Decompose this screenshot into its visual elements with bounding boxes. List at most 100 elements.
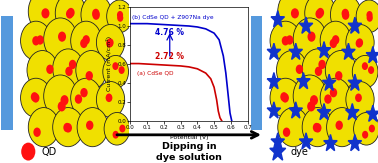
- Circle shape: [96, 82, 125, 117]
- Circle shape: [317, 8, 324, 17]
- Circle shape: [362, 131, 368, 139]
- Circle shape: [44, 18, 77, 60]
- Polygon shape: [317, 104, 331, 120]
- Circle shape: [86, 121, 93, 130]
- Circle shape: [270, 21, 301, 60]
- Circle shape: [104, 112, 130, 145]
- Circle shape: [75, 94, 82, 104]
- Circle shape: [315, 67, 322, 76]
- Circle shape: [44, 75, 77, 117]
- Text: dye: dye: [291, 147, 308, 157]
- Circle shape: [355, 94, 362, 102]
- Circle shape: [71, 78, 102, 117]
- Bar: [251, 16, 262, 130]
- Circle shape: [330, 39, 337, 48]
- Circle shape: [342, 10, 349, 20]
- Polygon shape: [299, 133, 313, 149]
- Polygon shape: [348, 17, 362, 33]
- Circle shape: [106, 39, 113, 48]
- Circle shape: [330, 88, 337, 97]
- Circle shape: [302, 49, 333, 88]
- Polygon shape: [345, 104, 359, 120]
- Circle shape: [60, 95, 68, 105]
- Circle shape: [112, 62, 119, 70]
- Circle shape: [362, 62, 368, 70]
- Circle shape: [314, 123, 322, 133]
- Circle shape: [320, 21, 351, 60]
- Circle shape: [113, 131, 119, 139]
- Circle shape: [336, 121, 343, 130]
- Circle shape: [96, 24, 125, 60]
- Circle shape: [55, 0, 86, 33]
- Circle shape: [296, 65, 303, 74]
- Circle shape: [276, 51, 307, 90]
- Circle shape: [65, 67, 73, 76]
- Circle shape: [76, 51, 107, 90]
- Circle shape: [27, 51, 58, 90]
- Circle shape: [346, 24, 374, 60]
- Text: 2.72 %: 2.72 %: [155, 52, 184, 61]
- Circle shape: [85, 71, 93, 81]
- Polygon shape: [289, 102, 302, 118]
- Circle shape: [36, 35, 44, 45]
- Circle shape: [77, 108, 108, 147]
- Circle shape: [270, 78, 301, 117]
- Polygon shape: [366, 105, 378, 121]
- Circle shape: [352, 55, 378, 88]
- Polygon shape: [348, 74, 362, 90]
- Circle shape: [332, 35, 339, 44]
- Circle shape: [117, 14, 123, 22]
- Circle shape: [282, 93, 289, 103]
- Y-axis label: Current (mA/cm²): Current (mA/cm²): [106, 36, 112, 91]
- Circle shape: [302, 108, 333, 147]
- Circle shape: [28, 108, 59, 147]
- Circle shape: [32, 93, 39, 103]
- Circle shape: [313, 123, 320, 132]
- Circle shape: [316, 9, 323, 19]
- Polygon shape: [267, 43, 280, 59]
- Circle shape: [82, 35, 90, 44]
- Circle shape: [307, 32, 316, 42]
- Circle shape: [21, 143, 36, 161]
- Circle shape: [356, 0, 378, 33]
- Circle shape: [282, 36, 289, 45]
- Circle shape: [278, 108, 308, 147]
- Circle shape: [32, 36, 40, 45]
- Polygon shape: [299, 17, 313, 33]
- Bar: [1, 16, 13, 130]
- Circle shape: [31, 92, 38, 102]
- Circle shape: [64, 123, 71, 132]
- Polygon shape: [366, 46, 378, 63]
- Circle shape: [368, 66, 374, 74]
- Circle shape: [330, 0, 361, 34]
- Circle shape: [346, 82, 374, 117]
- Polygon shape: [289, 43, 302, 59]
- Polygon shape: [267, 73, 280, 89]
- Circle shape: [117, 11, 123, 19]
- Circle shape: [58, 101, 66, 111]
- Polygon shape: [342, 43, 355, 59]
- X-axis label: Potential (V): Potential (V): [170, 135, 208, 140]
- Circle shape: [28, 0, 62, 33]
- Text: (a) CdSe QD: (a) CdSe QD: [137, 71, 174, 76]
- Circle shape: [367, 14, 373, 22]
- Circle shape: [283, 127, 290, 137]
- Text: (b) CdSe QD + Z907Na dye: (b) CdSe QD + Z907Na dye: [132, 15, 214, 20]
- Circle shape: [107, 0, 132, 33]
- Circle shape: [20, 78, 51, 117]
- Circle shape: [291, 8, 299, 18]
- Circle shape: [33, 127, 41, 137]
- Circle shape: [107, 38, 114, 47]
- Circle shape: [293, 18, 327, 60]
- Circle shape: [65, 123, 72, 133]
- Circle shape: [81, 0, 112, 34]
- Text: Dipping in
dye solution: Dipping in dye solution: [156, 142, 222, 162]
- Circle shape: [366, 11, 373, 19]
- Circle shape: [71, 21, 102, 60]
- Circle shape: [369, 125, 375, 133]
- Text: QD: QD: [41, 147, 56, 157]
- Polygon shape: [271, 11, 285, 27]
- Circle shape: [335, 71, 342, 81]
- Circle shape: [307, 101, 315, 111]
- Polygon shape: [317, 42, 331, 58]
